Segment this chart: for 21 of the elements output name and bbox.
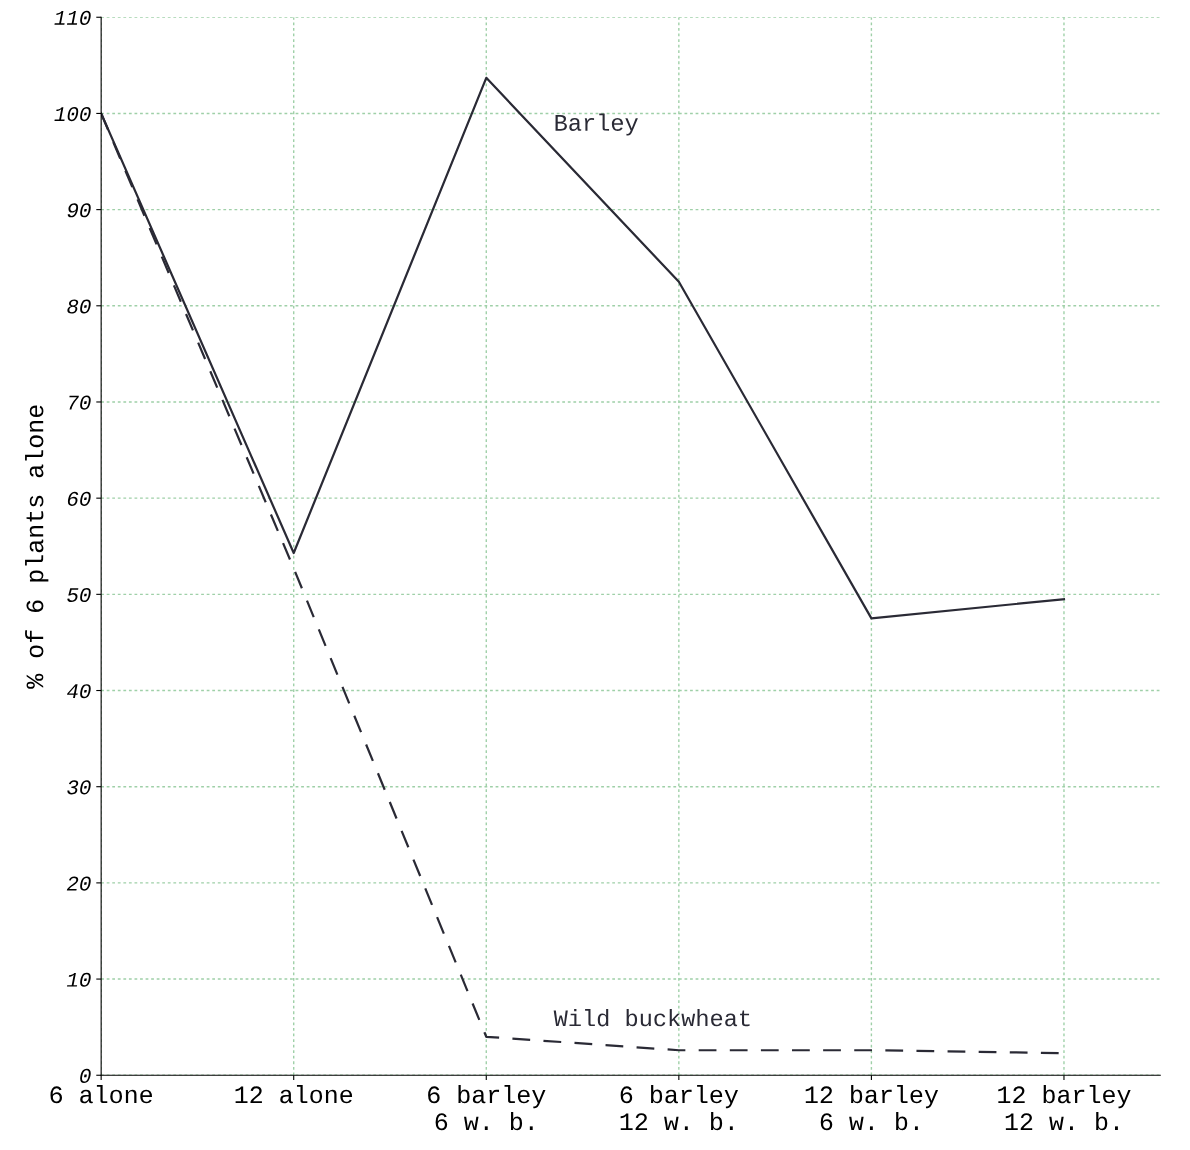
y-tick-label: 70 [69,395,91,410]
series-label: Wild buckwheat [553,1009,750,1027]
y-tick-label: 110 [54,10,91,25]
y-tick-label: 80 [67,299,91,314]
y-tick-label: 50 [67,587,91,603]
y-tick-label: 10 [66,972,91,987]
x-tick-label: 6 barley 12 w. b. [620,1084,739,1131]
x-tick-label: 6 alone [50,1084,153,1104]
x-tick-label: 12 alone [235,1084,353,1104]
y-tick-label: 40 [67,684,91,699]
y-tick-label: 90 [67,203,91,218]
y-tick-label: 0 [80,1068,91,1083]
y-axis-title: % of 6 plants alone [25,405,49,689]
y-tick-label: 30 [67,780,91,795]
x-tick-label: 12 barley 12 w. b. [998,1084,1131,1131]
series-label: Barley [555,113,638,136]
y-tick-label: 60 [67,491,91,506]
y-tick-label: 100 [54,107,91,122]
x-tick-label: 12 barley 6 w. b. [805,1084,939,1131]
x-tick-label: 6 barley 6 w. b. [428,1084,546,1131]
y-tick-label: 20 [66,876,91,891]
